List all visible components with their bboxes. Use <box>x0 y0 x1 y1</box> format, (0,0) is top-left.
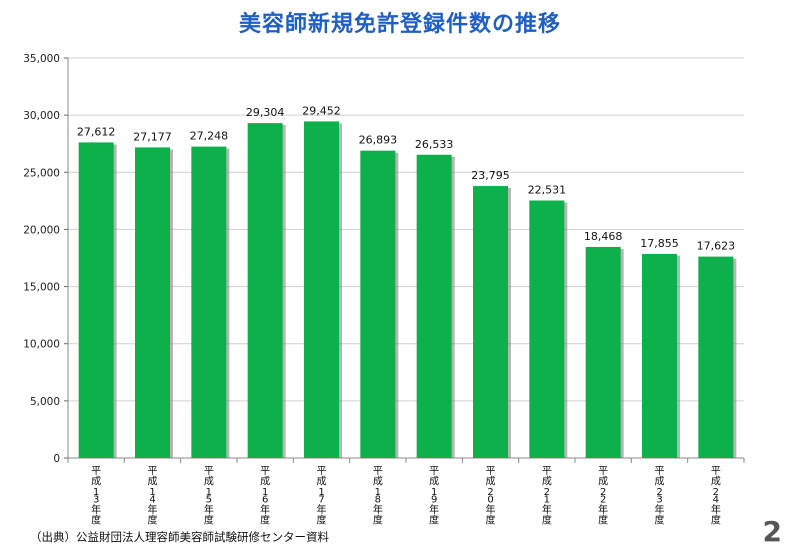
bar <box>78 142 114 459</box>
bar <box>698 256 734 458</box>
data-label: 27,612 <box>77 125 116 138</box>
y-tick-label: 20,000 <box>23 224 60 236</box>
x-tick-label: 平成 1 5 年度 <box>204 466 214 527</box>
chart-title: 美容師新規免許登録件数の推移 <box>238 12 561 37</box>
bar <box>585 246 621 458</box>
y-tick-label: 5,000 <box>30 396 60 408</box>
x-tick-label: 平成 2 4 年度 <box>711 466 721 527</box>
x-tick-label: 平成 1 8 年度 <box>373 466 383 527</box>
data-label: 26,533 <box>415 138 454 151</box>
bar <box>135 147 170 459</box>
bar <box>247 123 283 459</box>
x-tick-label: 平成 1 4 年度 <box>148 466 158 527</box>
bar <box>529 200 565 458</box>
data-label: 27,177 <box>133 130 172 143</box>
data-label: 17,623 <box>697 240 736 253</box>
data-label: 26,893 <box>359 134 398 147</box>
y-tick-label: 10,000 <box>23 339 60 351</box>
bar <box>191 146 227 458</box>
bar <box>416 154 452 458</box>
y-tick-label: 30,000 <box>23 110 60 122</box>
x-tick-label: 平成 2 3 年度 <box>655 466 665 527</box>
data-label: 22,531 <box>528 184 567 197</box>
data-label: 17,855 <box>640 237 679 250</box>
data-label: 29,304 <box>246 106 285 119</box>
x-tick-label: 平成 2 1 年度 <box>542 466 552 527</box>
data-label: 23,795 <box>471 169 510 182</box>
x-tick-label: 平成 1 7 年度 <box>317 466 327 527</box>
x-tick-label: 平成 1 9 年度 <box>429 466 439 527</box>
x-tick-label: 平成 2 0 年度 <box>486 466 496 527</box>
x-tick-label: 平成 2 2 年度 <box>598 466 608 527</box>
y-tick-label: 0 <box>53 453 60 465</box>
data-label: 18,468 <box>584 230 623 243</box>
y-tick-label: 15,000 <box>23 282 60 294</box>
bar <box>473 186 508 459</box>
bar <box>642 253 677 458</box>
y-tick-label: 25,000 <box>23 167 60 179</box>
y-tick-label: 35,000 <box>23 53 60 65</box>
source-note: （出典）公益財団法人理容師美容師試験研修センター資料 <box>30 530 329 544</box>
x-tick-label: 平成 1 6 年度 <box>260 466 270 527</box>
data-label: 27,248 <box>190 130 229 143</box>
x-tick-label: 平成 1 3 年度 <box>91 466 101 527</box>
bar <box>304 121 339 459</box>
page-number: 2 <box>762 515 782 548</box>
bar <box>360 150 396 458</box>
data-label: 29,452 <box>302 104 341 117</box>
